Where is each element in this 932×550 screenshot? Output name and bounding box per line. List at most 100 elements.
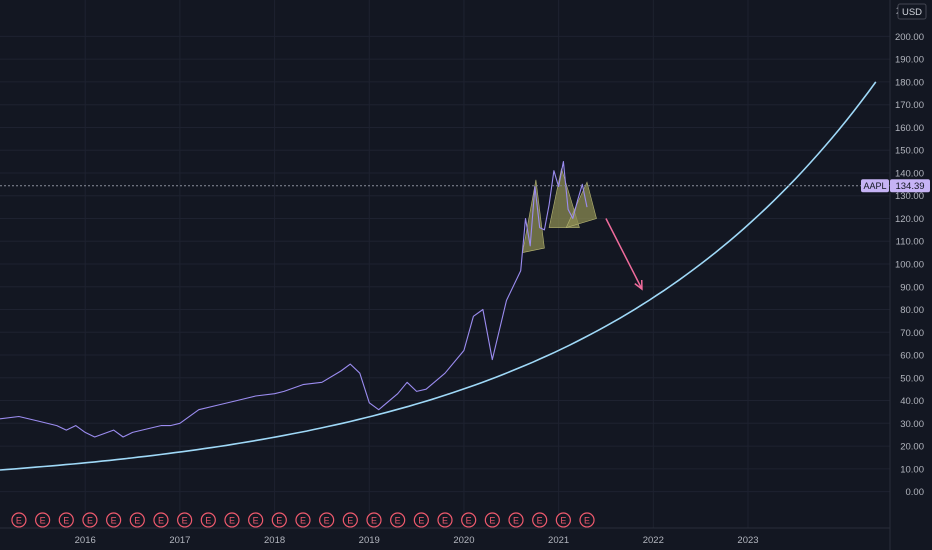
earnings-marker-circle — [271, 512, 287, 528]
x-tick-label: 2017 — [169, 535, 190, 546]
earnings-marker[interactable]: E — [200, 512, 216, 528]
earnings-marker-circle — [413, 512, 429, 528]
y-axis[interactable]: 200.00 190.00 180.00 170.00 160.00 150.00 140.… — [889, 0, 925, 550]
x-tick-label: 2020 — [453, 535, 474, 546]
projection-arrow-line — [605, 218, 643, 290]
earnings-marker-circle — [366, 512, 382, 528]
y-tick-label: 0.00 — [906, 487, 925, 498]
earnings-marker[interactable]: E — [508, 512, 524, 528]
earnings-marker[interactable]: E — [390, 512, 406, 528]
earnings-marker-circle — [248, 512, 264, 528]
earnings-marker-circle — [106, 512, 122, 528]
earnings-marker[interactable]: E — [224, 512, 240, 528]
projection-arrow-head — [634, 280, 643, 291]
earnings-marker-circle — [35, 512, 51, 528]
earnings-marker-circle — [319, 512, 335, 528]
earnings-marker-label: E — [158, 516, 164, 526]
y-tick-label: 40.00 — [900, 396, 924, 407]
earnings-marker[interactable]: E — [129, 512, 145, 528]
currency-label-text: USD — [902, 7, 922, 18]
earnings-marker-circle — [461, 512, 477, 528]
earnings-marker-label: E — [253, 516, 259, 526]
trend-curve — [0, 81, 877, 471]
earnings-marker[interactable]: E — [295, 512, 311, 528]
earnings-marker[interactable]: E — [437, 512, 453, 528]
earnings-marker[interactable]: E — [82, 512, 98, 528]
y-tick-label: 70.00 — [900, 328, 924, 339]
earnings-marker-circle — [177, 512, 193, 528]
earnings-marker-label: E — [371, 516, 377, 526]
earnings-marker[interactable]: E — [58, 512, 74, 528]
x-tick-label: 2021 — [548, 535, 569, 546]
symbol-badge — [861, 179, 889, 193]
y-tick-label: 10.00 — [900, 464, 924, 475]
earnings-marker[interactable]: E — [106, 512, 122, 528]
earnings-marker-circle — [82, 512, 98, 528]
earnings-marker-label: E — [63, 516, 69, 526]
earnings-marker-circle — [200, 512, 216, 528]
y-tick-label: 50.00 — [900, 373, 924, 384]
x-axis[interactable]: 2016 2017 2018 2019 2020 2021 2022 2023 — [0, 527, 890, 546]
earnings-marker-label: E — [229, 516, 235, 526]
x-tick-label: 2022 — [643, 535, 664, 546]
y-tick-label: 120.00 — [895, 214, 924, 225]
trend-curve-group — [0, 81, 877, 471]
earnings-marker-circle — [532, 512, 548, 528]
earnings-marker-circle — [390, 512, 406, 528]
earnings-marker[interactable]: E — [153, 512, 169, 528]
earnings-marker[interactable]: E — [413, 512, 429, 528]
y-tick-label: 30.00 — [900, 419, 924, 430]
earnings-marker-label: E — [300, 516, 306, 526]
y-tick-label: 150.00 — [895, 146, 924, 157]
earnings-marker[interactable]: E — [461, 512, 477, 528]
earnings-marker-circle — [129, 512, 145, 528]
earnings-marker-circle — [295, 512, 311, 528]
earnings-marker-label: E — [418, 516, 424, 526]
earnings-marker[interactable]: E — [342, 512, 358, 528]
earnings-marker-circle — [555, 512, 571, 528]
earnings-marker-label: E — [395, 516, 401, 526]
earnings-marker-label: E — [182, 516, 188, 526]
earnings-marker[interactable]: E — [484, 512, 500, 528]
y-tick-label: 20.00 — [900, 442, 924, 453]
earnings-marker-label: E — [489, 516, 495, 526]
price-badge — [890, 179, 930, 193]
earnings-marker[interactable]: E — [177, 512, 193, 528]
earnings-marker-circle — [153, 512, 169, 528]
earnings-marker-circle — [224, 512, 240, 528]
y-tick-label: 160.00 — [895, 123, 924, 134]
y-tick-label: 60.00 — [900, 351, 924, 362]
currency-label[interactable]: 2 USD — [896, 3, 927, 20]
earnings-marker[interactable]: E — [319, 512, 335, 528]
last-price-label: 134.39 — [895, 181, 924, 192]
earnings-marker-circle — [437, 512, 453, 528]
earnings-marker-circle — [11, 512, 27, 528]
earnings-marker[interactable]: E — [532, 512, 548, 528]
earnings-marker[interactable]: E — [248, 512, 264, 528]
earnings-marker[interactable]: E — [366, 512, 382, 528]
y-tick-label: 170.00 — [895, 100, 924, 111]
earnings-marker-label: E — [324, 516, 330, 526]
y-tick-label: 90.00 — [900, 282, 924, 293]
earnings-marker[interactable]: E — [11, 512, 27, 528]
earnings-marker[interactable]: E — [271, 512, 287, 528]
head-shoulders-polygon — [548, 168, 580, 228]
earnings-marker[interactable]: E — [555, 512, 571, 528]
earnings-marker-label: E — [513, 516, 519, 526]
symbol-label: AAPL — [863, 181, 886, 191]
y-tick-label: 100.00 — [895, 260, 924, 271]
y-tick-label: 110.00 — [896, 237, 924, 248]
earnings-marker-label: E — [442, 516, 448, 526]
projection-arrow-group — [605, 218, 643, 291]
price-series-group — [0, 161, 588, 438]
last-price-badge: AAPL 134.39 — [861, 179, 930, 193]
earnings-marker-circle — [58, 512, 74, 528]
earnings-marker[interactable]: E — [579, 512, 595, 528]
earnings-marker-circle — [342, 512, 358, 528]
earnings-marker[interactable]: E — [35, 512, 51, 528]
y-tick-label: 130.00 — [895, 191, 924, 202]
earnings-marker-circle — [579, 512, 595, 528]
